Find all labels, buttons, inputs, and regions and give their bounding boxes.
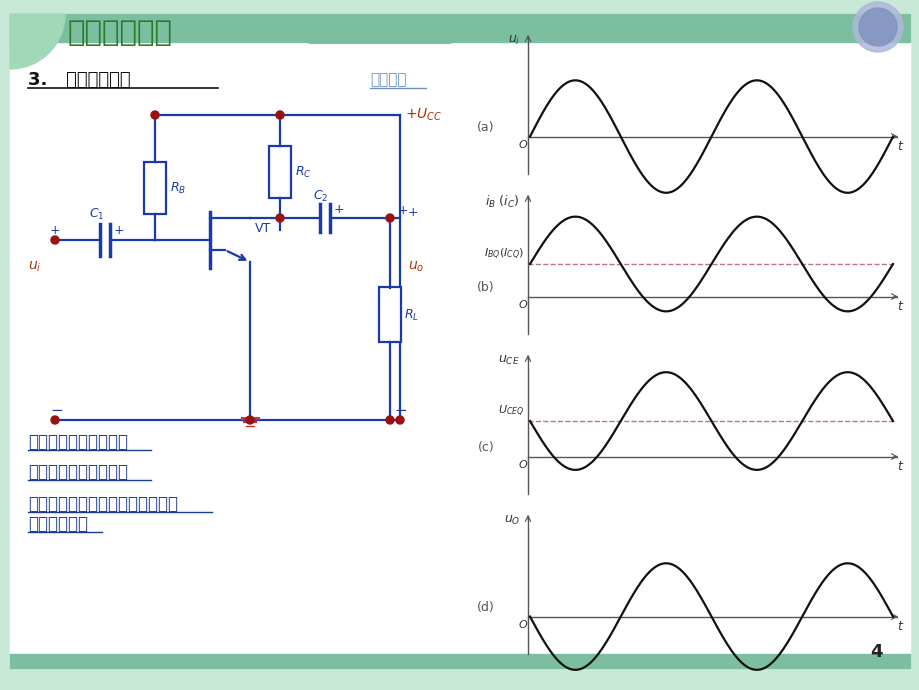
Text: $R_C$: $R_C$ [295, 164, 312, 179]
Bar [10, 654, 909, 668]
Circle shape [276, 214, 284, 222]
Text: (b): (b) [477, 281, 494, 293]
Text: 母作脚标表示: 母作脚标表示 [28, 515, 88, 533]
Text: $O$: $O$ [517, 618, 528, 629]
Bar [144, 162, 165, 214]
Text: $+U_{CC}$: $+U_{CC}$ [404, 107, 442, 124]
Text: +: + [407, 206, 418, 219]
Text: $u_{CE}$: $u_{CE}$ [498, 354, 519, 367]
Text: $t$: $t$ [896, 139, 903, 152]
Circle shape [395, 416, 403, 424]
Text: $R_B$: $R_B$ [170, 181, 186, 195]
Text: $t$: $t$ [896, 299, 903, 313]
Text: 交直流共存量用小写字母加大写字: 交直流共存量用小写字母加大写字 [28, 495, 177, 513]
Text: +: + [398, 204, 408, 217]
Bar [379, 287, 401, 342]
Text: +: + [114, 224, 124, 237]
Circle shape [51, 236, 59, 244]
Text: +: + [50, 224, 61, 237]
Text: $O$: $O$ [517, 457, 528, 470]
Circle shape [276, 111, 284, 119]
Text: $u_o$: $u_o$ [407, 260, 424, 275]
Circle shape [245, 416, 254, 424]
Text: $C_2$: $C_2$ [313, 189, 328, 204]
Text: 3.   基本工作原理: 3. 基本工作原理 [28, 71, 130, 89]
Text: 4: 4 [868, 643, 881, 661]
Circle shape [386, 214, 393, 222]
Bar [10, 14, 909, 42]
Text: (c): (c) [477, 440, 494, 453]
Text: 动画演示: 动画演示 [369, 72, 406, 88]
Text: (d): (d) [477, 600, 494, 613]
Text: $t$: $t$ [896, 460, 903, 473]
Wedge shape [10, 14, 65, 69]
Bar [268, 146, 290, 198]
Text: $C_1$: $C_1$ [89, 207, 105, 222]
Text: −: − [393, 403, 406, 418]
Text: 模拟电子技术: 模拟电子技术 [68, 19, 173, 47]
Text: $I_{BQ}(I_{CQ})$: $I_{BQ}(I_{CQ})$ [483, 247, 524, 262]
Circle shape [151, 111, 159, 119]
Text: $t$: $t$ [896, 620, 903, 633]
Text: $R_L$: $R_L$ [403, 308, 418, 322]
Text: (a): (a) [477, 121, 494, 134]
Circle shape [858, 8, 896, 46]
Text: −: − [50, 403, 62, 418]
Text: $i_B\ (i_C)$: $i_B\ (i_C)$ [485, 194, 519, 210]
Text: $u_O$: $u_O$ [503, 514, 519, 527]
Text: $O$: $O$ [517, 297, 528, 310]
Circle shape [852, 2, 902, 52]
Text: 直流量用大写字母表示: 直流量用大写字母表示 [28, 433, 128, 451]
Text: $O$: $O$ [517, 137, 528, 150]
Circle shape [386, 416, 393, 424]
Text: 交流量用小写字母表示: 交流量用小写字母表示 [28, 463, 128, 481]
Text: $U_{CEQ}$: $U_{CEQ}$ [497, 404, 524, 419]
Text: $u_i$: $u_i$ [507, 34, 519, 47]
Text: VT: VT [255, 222, 271, 235]
Circle shape [51, 416, 59, 424]
Text: $u_i$: $u_i$ [28, 260, 41, 275]
Text: +: + [334, 203, 345, 216]
